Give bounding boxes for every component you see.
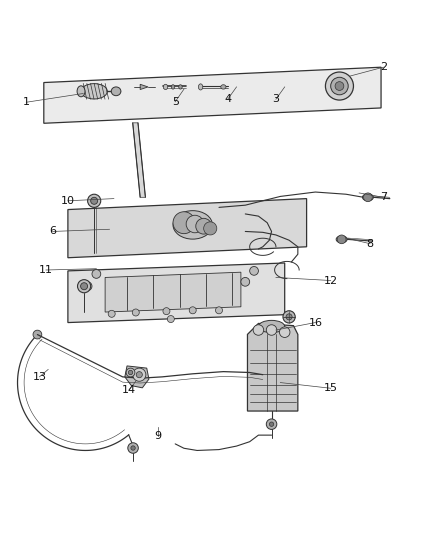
Polygon shape: [247, 324, 298, 411]
Ellipse shape: [179, 85, 182, 89]
Circle shape: [331, 77, 348, 95]
Polygon shape: [133, 123, 145, 197]
Circle shape: [269, 422, 274, 426]
Text: 1: 1: [23, 97, 30, 107]
Circle shape: [92, 270, 101, 278]
Circle shape: [167, 316, 174, 322]
Polygon shape: [68, 263, 285, 322]
Text: 4: 4: [224, 94, 231, 104]
Circle shape: [133, 368, 146, 381]
Circle shape: [279, 327, 290, 337]
Ellipse shape: [362, 194, 373, 201]
Text: 10: 10: [61, 196, 75, 206]
Ellipse shape: [173, 211, 212, 239]
Polygon shape: [44, 67, 381, 123]
Circle shape: [241, 278, 250, 286]
Text: 6: 6: [49, 227, 56, 237]
Text: 3: 3: [272, 94, 279, 104]
Circle shape: [325, 72, 353, 100]
Text: 7: 7: [380, 192, 387, 203]
Circle shape: [196, 219, 212, 234]
Circle shape: [88, 194, 101, 207]
Circle shape: [364, 193, 372, 201]
Ellipse shape: [111, 87, 121, 96]
Circle shape: [250, 266, 258, 275]
Circle shape: [126, 368, 135, 377]
Circle shape: [83, 282, 92, 290]
Circle shape: [81, 282, 88, 290]
Text: 13: 13: [32, 372, 46, 382]
Ellipse shape: [171, 85, 175, 89]
Ellipse shape: [198, 84, 203, 90]
Circle shape: [335, 82, 344, 91]
Circle shape: [286, 314, 292, 320]
Circle shape: [173, 212, 195, 233]
Circle shape: [91, 197, 98, 204]
Circle shape: [131, 446, 135, 450]
Text: 12: 12: [324, 276, 338, 286]
Ellipse shape: [258, 320, 285, 333]
Circle shape: [186, 215, 204, 233]
Circle shape: [132, 309, 139, 316]
Text: 2: 2: [380, 62, 387, 72]
Circle shape: [163, 308, 170, 314]
Text: 8: 8: [367, 239, 374, 249]
Ellipse shape: [77, 86, 85, 97]
Circle shape: [128, 443, 138, 453]
Circle shape: [108, 310, 115, 317]
Circle shape: [253, 325, 264, 335]
Circle shape: [189, 307, 196, 314]
Ellipse shape: [221, 85, 226, 89]
Circle shape: [266, 419, 277, 430]
Text: 11: 11: [39, 265, 53, 275]
Circle shape: [283, 311, 295, 323]
Circle shape: [33, 330, 42, 339]
Circle shape: [215, 307, 223, 314]
Circle shape: [204, 222, 217, 235]
Polygon shape: [105, 272, 241, 312]
Circle shape: [337, 235, 346, 244]
Text: 5: 5: [172, 97, 179, 107]
Ellipse shape: [81, 84, 107, 99]
Text: 9: 9: [154, 431, 161, 441]
Text: 16: 16: [308, 318, 322, 328]
Polygon shape: [140, 84, 148, 90]
Circle shape: [136, 372, 142, 378]
Text: 14: 14: [122, 385, 136, 395]
Ellipse shape: [336, 236, 347, 243]
Text: 15: 15: [324, 383, 338, 393]
Circle shape: [78, 280, 91, 293]
Polygon shape: [125, 366, 149, 388]
Circle shape: [128, 370, 133, 375]
Circle shape: [266, 325, 277, 335]
Ellipse shape: [163, 84, 168, 90]
Polygon shape: [68, 199, 307, 258]
